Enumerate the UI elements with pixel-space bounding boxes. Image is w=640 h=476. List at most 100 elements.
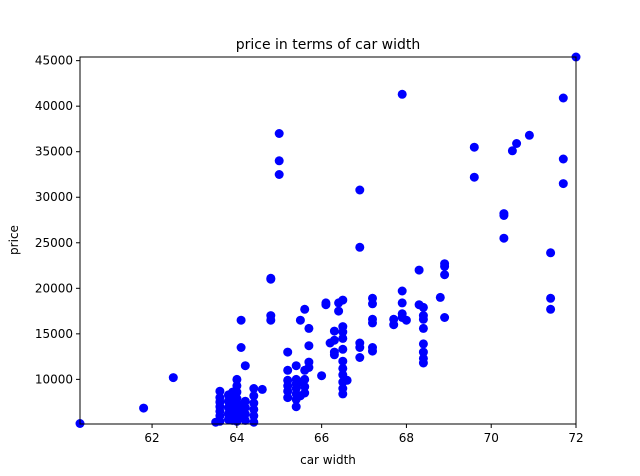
data-point-75 (304, 357, 314, 367)
y-tick-label: 15000 (35, 327, 73, 341)
data-point-131 (440, 270, 450, 280)
data-point-95 (338, 333, 348, 343)
data-point-127 (418, 311, 428, 321)
data-point-34 (240, 415, 250, 425)
data-point-85 (329, 326, 339, 336)
data-point-70 (300, 382, 310, 392)
data-point-108 (368, 314, 377, 324)
data-point-83 (329, 347, 339, 357)
y-tick-label: 40000 (35, 99, 73, 113)
data-point-115 (397, 298, 407, 308)
data-point-145 (558, 179, 568, 189)
data-point-50 (274, 170, 284, 179)
data-point-116 (397, 286, 407, 296)
data-point-73 (300, 304, 310, 314)
data-point-89 (338, 384, 348, 393)
data-point-147 (558, 93, 568, 103)
plot-frame (79, 56, 577, 425)
x-tick-label: 64 (229, 431, 244, 445)
data-point-144 (546, 248, 556, 258)
data-point-57 (283, 365, 293, 375)
data-point-98 (338, 295, 348, 305)
data-point-76 (304, 341, 314, 351)
data-point-53 (283, 393, 293, 403)
data-point-58 (283, 347, 293, 357)
data-point-139 (507, 146, 517, 156)
x-tick-label: 70 (484, 431, 499, 445)
data-point-97 (338, 322, 348, 332)
data-point-102 (355, 338, 365, 348)
data-point-35 (240, 409, 250, 419)
data-point-129 (435, 292, 445, 302)
x-tick-label: 62 (144, 431, 159, 445)
data-point-80 (321, 298, 331, 308)
data-point-42 (249, 398, 259, 408)
y-tick-label: 25000 (35, 236, 73, 250)
y-tick-label: 45000 (35, 54, 73, 68)
y-tick-label: 20000 (35, 281, 73, 295)
data-point-1 (139, 403, 149, 413)
data-point-104 (355, 185, 365, 195)
data-point-130 (440, 313, 450, 322)
data-point-110 (368, 293, 377, 303)
data-point-141 (524, 130, 534, 140)
data-point-10 (215, 386, 225, 396)
data-point-44 (249, 384, 259, 393)
data-point-2 (168, 373, 178, 383)
data-point-100 (355, 353, 365, 362)
x-axis-label: car width (300, 453, 356, 467)
y-tick-label: 35000 (35, 145, 73, 159)
data-point-77 (304, 323, 314, 333)
data-point-103 (355, 242, 365, 252)
data-point-47 (266, 311, 276, 321)
data-point-69 (300, 388, 310, 398)
data-point-120 (414, 265, 424, 275)
data-point-112 (389, 314, 399, 324)
data-point-122 (418, 353, 428, 363)
x-tick-label: 66 (314, 431, 329, 445)
data-point-49 (266, 273, 276, 283)
data-point-118 (401, 315, 411, 325)
data-point-68 (295, 315, 305, 325)
data-point-84 (329, 335, 339, 345)
data-point-99 (342, 375, 352, 385)
data-point-78 (317, 371, 327, 381)
data-point-52 (274, 129, 284, 138)
data-point-59 (291, 402, 301, 412)
data-point-117 (397, 89, 407, 99)
data-point-71 (300, 374, 310, 384)
x-tick-label: 72 (568, 431, 583, 445)
data-point-40 (249, 411, 259, 421)
data-point-45 (257, 384, 267, 394)
data-point-27 (232, 381, 242, 391)
data-point-86 (334, 306, 344, 316)
y-axis-label: price (7, 225, 21, 255)
data-point-56 (283, 375, 293, 385)
data-point-36 (240, 403, 250, 413)
data-point-134 (469, 172, 479, 182)
data-point-135 (469, 142, 479, 152)
chart-title: price in terms of car width (236, 37, 421, 53)
data-point-136 (499, 233, 509, 243)
data-point-123 (418, 347, 428, 357)
data-points (75, 52, 581, 428)
data-point-146 (558, 154, 568, 164)
data-point-33 (236, 315, 246, 325)
data-point-140 (512, 139, 522, 148)
data-point-65 (291, 361, 301, 371)
data-point-125 (418, 323, 428, 333)
y-tick-label: 10000 (35, 372, 73, 386)
data-point-51 (274, 156, 284, 166)
x-tick-label: 68 (399, 431, 414, 445)
data-point-26 (232, 387, 242, 397)
data-point-93 (338, 356, 348, 366)
data-point-43 (249, 391, 259, 401)
axis-ticks: 62 64 66 68 70 72 10000 15000 20000 25000 30000 350… (35, 54, 584, 445)
data-point-94 (338, 344, 348, 354)
data-point-25 (232, 394, 242, 403)
data-point-106 (368, 343, 377, 352)
data-point-41 (249, 404, 259, 414)
data-point-37 (240, 396, 250, 406)
y-tick-label: 30000 (35, 190, 73, 204)
